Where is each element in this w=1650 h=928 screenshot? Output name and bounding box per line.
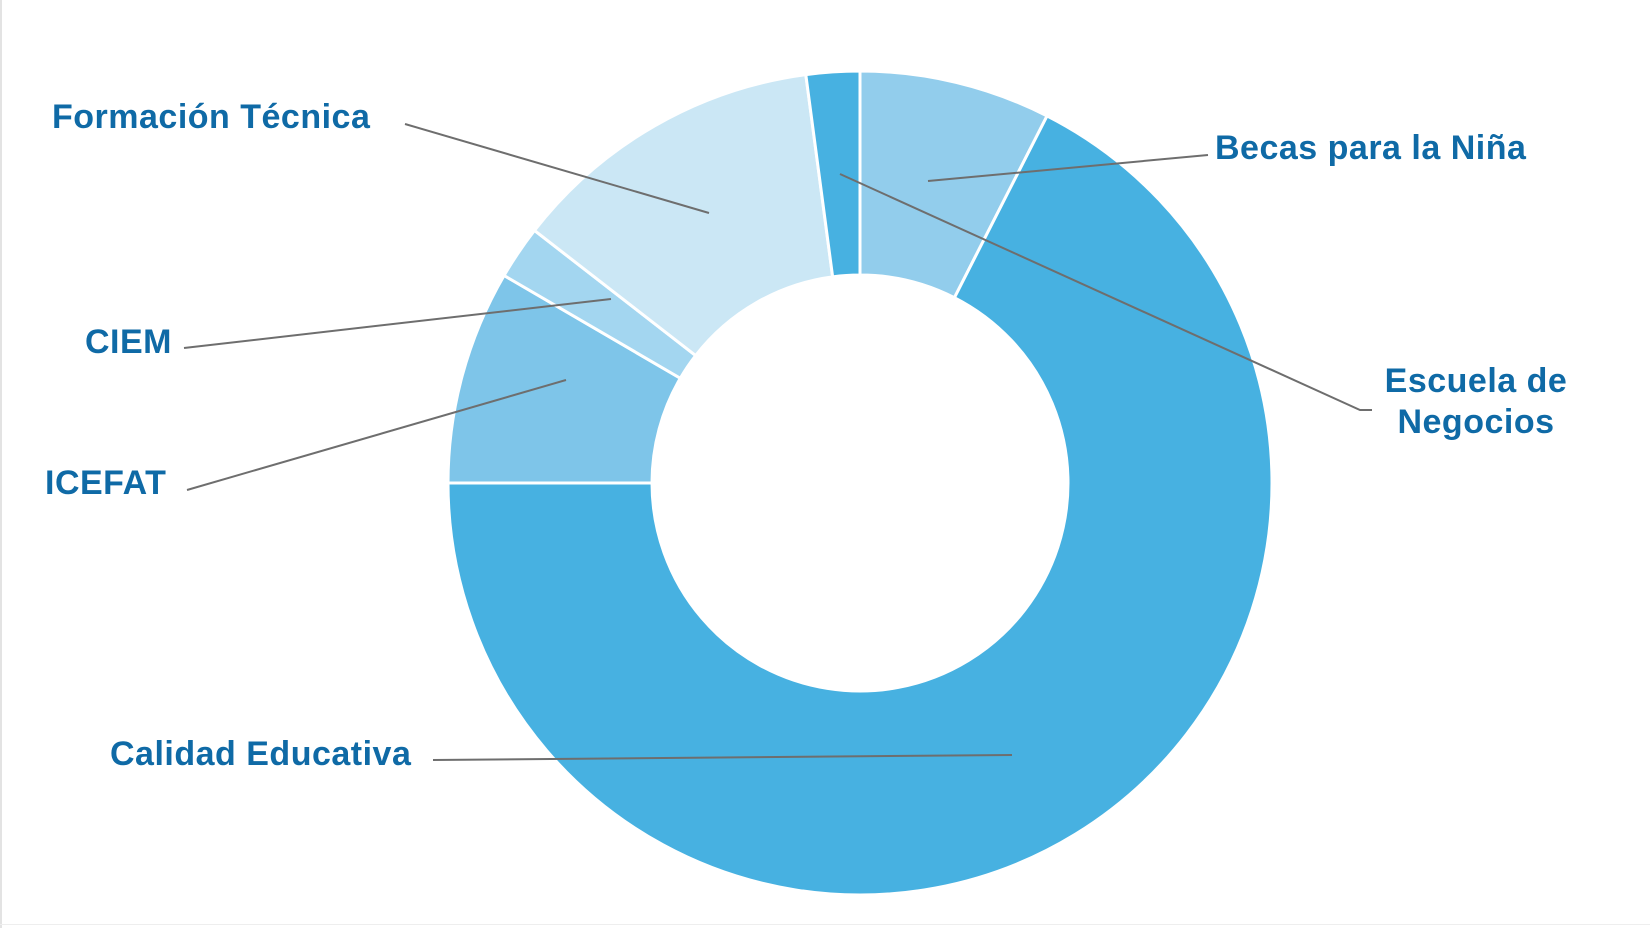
label-calidad-educativa: Calidad Educativa — [110, 735, 412, 773]
leader-line-icefat — [186, 379, 567, 491]
label-icefat: ICEFAT — [45, 464, 166, 502]
label-becas-para-la-nina: Becas para la Niña — [1215, 129, 1527, 167]
slice-labels: Becas para la Niña Calidad Educativa ICEFA… — [45, 98, 1567, 773]
leader-line-escuela-de-negocios — [839, 173, 1372, 411]
label-escuela-de-negocios: Escuela de Negocios — [1385, 362, 1568, 441]
slice-calidad-educativa — [446, 114, 1274, 897]
leader-line-becas-para-la-nina — [927, 154, 1209, 182]
slice-formacion-tecnica — [532, 73, 835, 358]
left-edge-rule — [0, 0, 2, 928]
bottom-edge-rule — [0, 924, 1650, 925]
leader-lines — [183, 123, 1372, 761]
label-formacion-tecnica: Formación Técnica — [52, 98, 371, 136]
label-ciem: CIEM — [85, 323, 172, 361]
leader-line-ciem — [183, 298, 612, 349]
leader-line-calidad-educativa — [432, 754, 1013, 761]
leader-line-formacion-tecnica — [404, 123, 710, 214]
donut-slices — [446, 69, 1274, 897]
slice-escuela-de-negocios — [804, 69, 862, 279]
